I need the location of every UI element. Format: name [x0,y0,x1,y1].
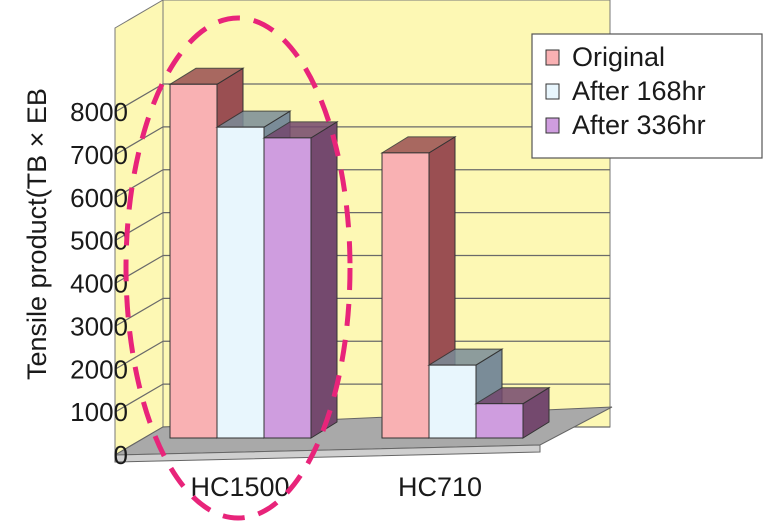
y-tick-label: 8000 [70,97,128,127]
bar-front [169,83,218,439]
gridline-side [114,297,164,327]
x-axis-ticks: HC1500 HC710 [190,472,482,502]
bar-front [428,364,477,439]
y-axis-ticks: 0 1000 2000 3000 4000 5000 6000 7000 8000 [70,97,128,470]
bar-hc710-2 [474,386,551,439]
gridline-side [114,169,164,199]
legend-swatch [545,117,560,134]
gridline-side [114,340,164,370]
y-tick-label: 0 [114,440,128,470]
legend-swatch [545,83,560,100]
gridline-side [114,212,164,242]
y-tick-label: 7000 [70,140,128,170]
highlight-ellipse [123,15,353,521]
gridline-side [114,83,164,113]
legend-label: Original [572,42,665,72]
y-tick-label: 4000 [70,269,128,299]
gridline-side [114,254,164,285]
bar-front [216,126,265,439]
bar-front [263,137,312,439]
gridline-side [114,126,164,156]
x-tick-label: HC1500 [190,472,289,502]
y-tick-label: 6000 [70,183,128,213]
bar-front [475,403,524,439]
legend: Original After 168hr After 336hr [531,33,763,159]
legend-swatch [545,49,560,66]
floor-edge [114,444,541,463]
bar-hc1500-2 [262,120,339,439]
x-tick-label: HC710 [398,472,482,502]
y-tick-label: 3000 [70,311,128,341]
legend-box [531,33,763,159]
legend-label: After 168hr [572,76,706,106]
bars [168,67,551,439]
gridline-side [114,383,164,413]
y-tick-label: 1000 [70,397,128,427]
y-axis-label: Tensile product(TB × EB [22,88,52,380]
bar-front [381,152,430,439]
legend-label: After 336hr [572,110,706,140]
y-tick-label: 2000 [70,354,128,384]
y-tick-label: 5000 [70,226,128,256]
